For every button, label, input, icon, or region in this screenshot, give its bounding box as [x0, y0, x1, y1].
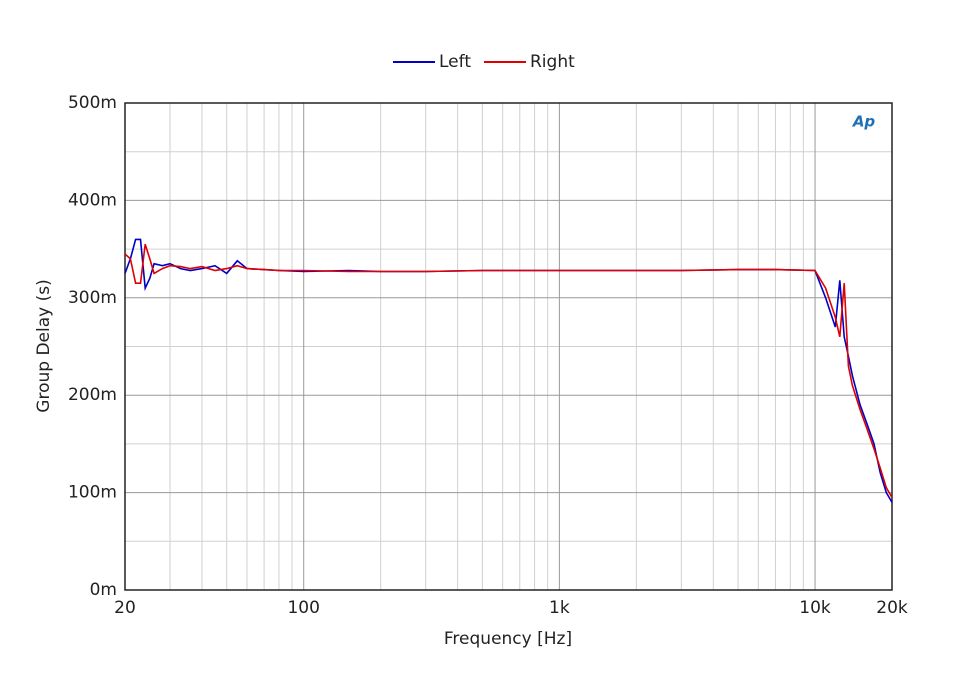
y-tick-label: 500m — [68, 93, 117, 113]
data-line — [124, 243, 893, 498]
y-tick-label: 300m — [68, 288, 117, 308]
y-tick-label: 0m — [90, 580, 117, 600]
x-tick-label: 10k — [799, 598, 831, 618]
y-axis-label: Group Delay (s) — [34, 279, 54, 412]
x-tick-label: 20 — [114, 598, 136, 618]
x-tick-label: 100 — [287, 598, 319, 618]
x-axis-label: Frequency [Hz] — [444, 629, 572, 649]
y-tick-label: 200m — [68, 385, 117, 405]
legend-label: Left — [439, 52, 471, 72]
x-tick-label: 1k — [549, 598, 570, 618]
y-tick-label: 100m — [68, 483, 117, 503]
legend-label: Right — [530, 52, 575, 72]
y-tick-label: 400m — [68, 190, 117, 210]
x-tick-label: 20k — [876, 598, 908, 618]
logo: Ap — [852, 113, 876, 131]
data-line — [124, 238, 893, 503]
plot-frame — [124, 102, 893, 591]
